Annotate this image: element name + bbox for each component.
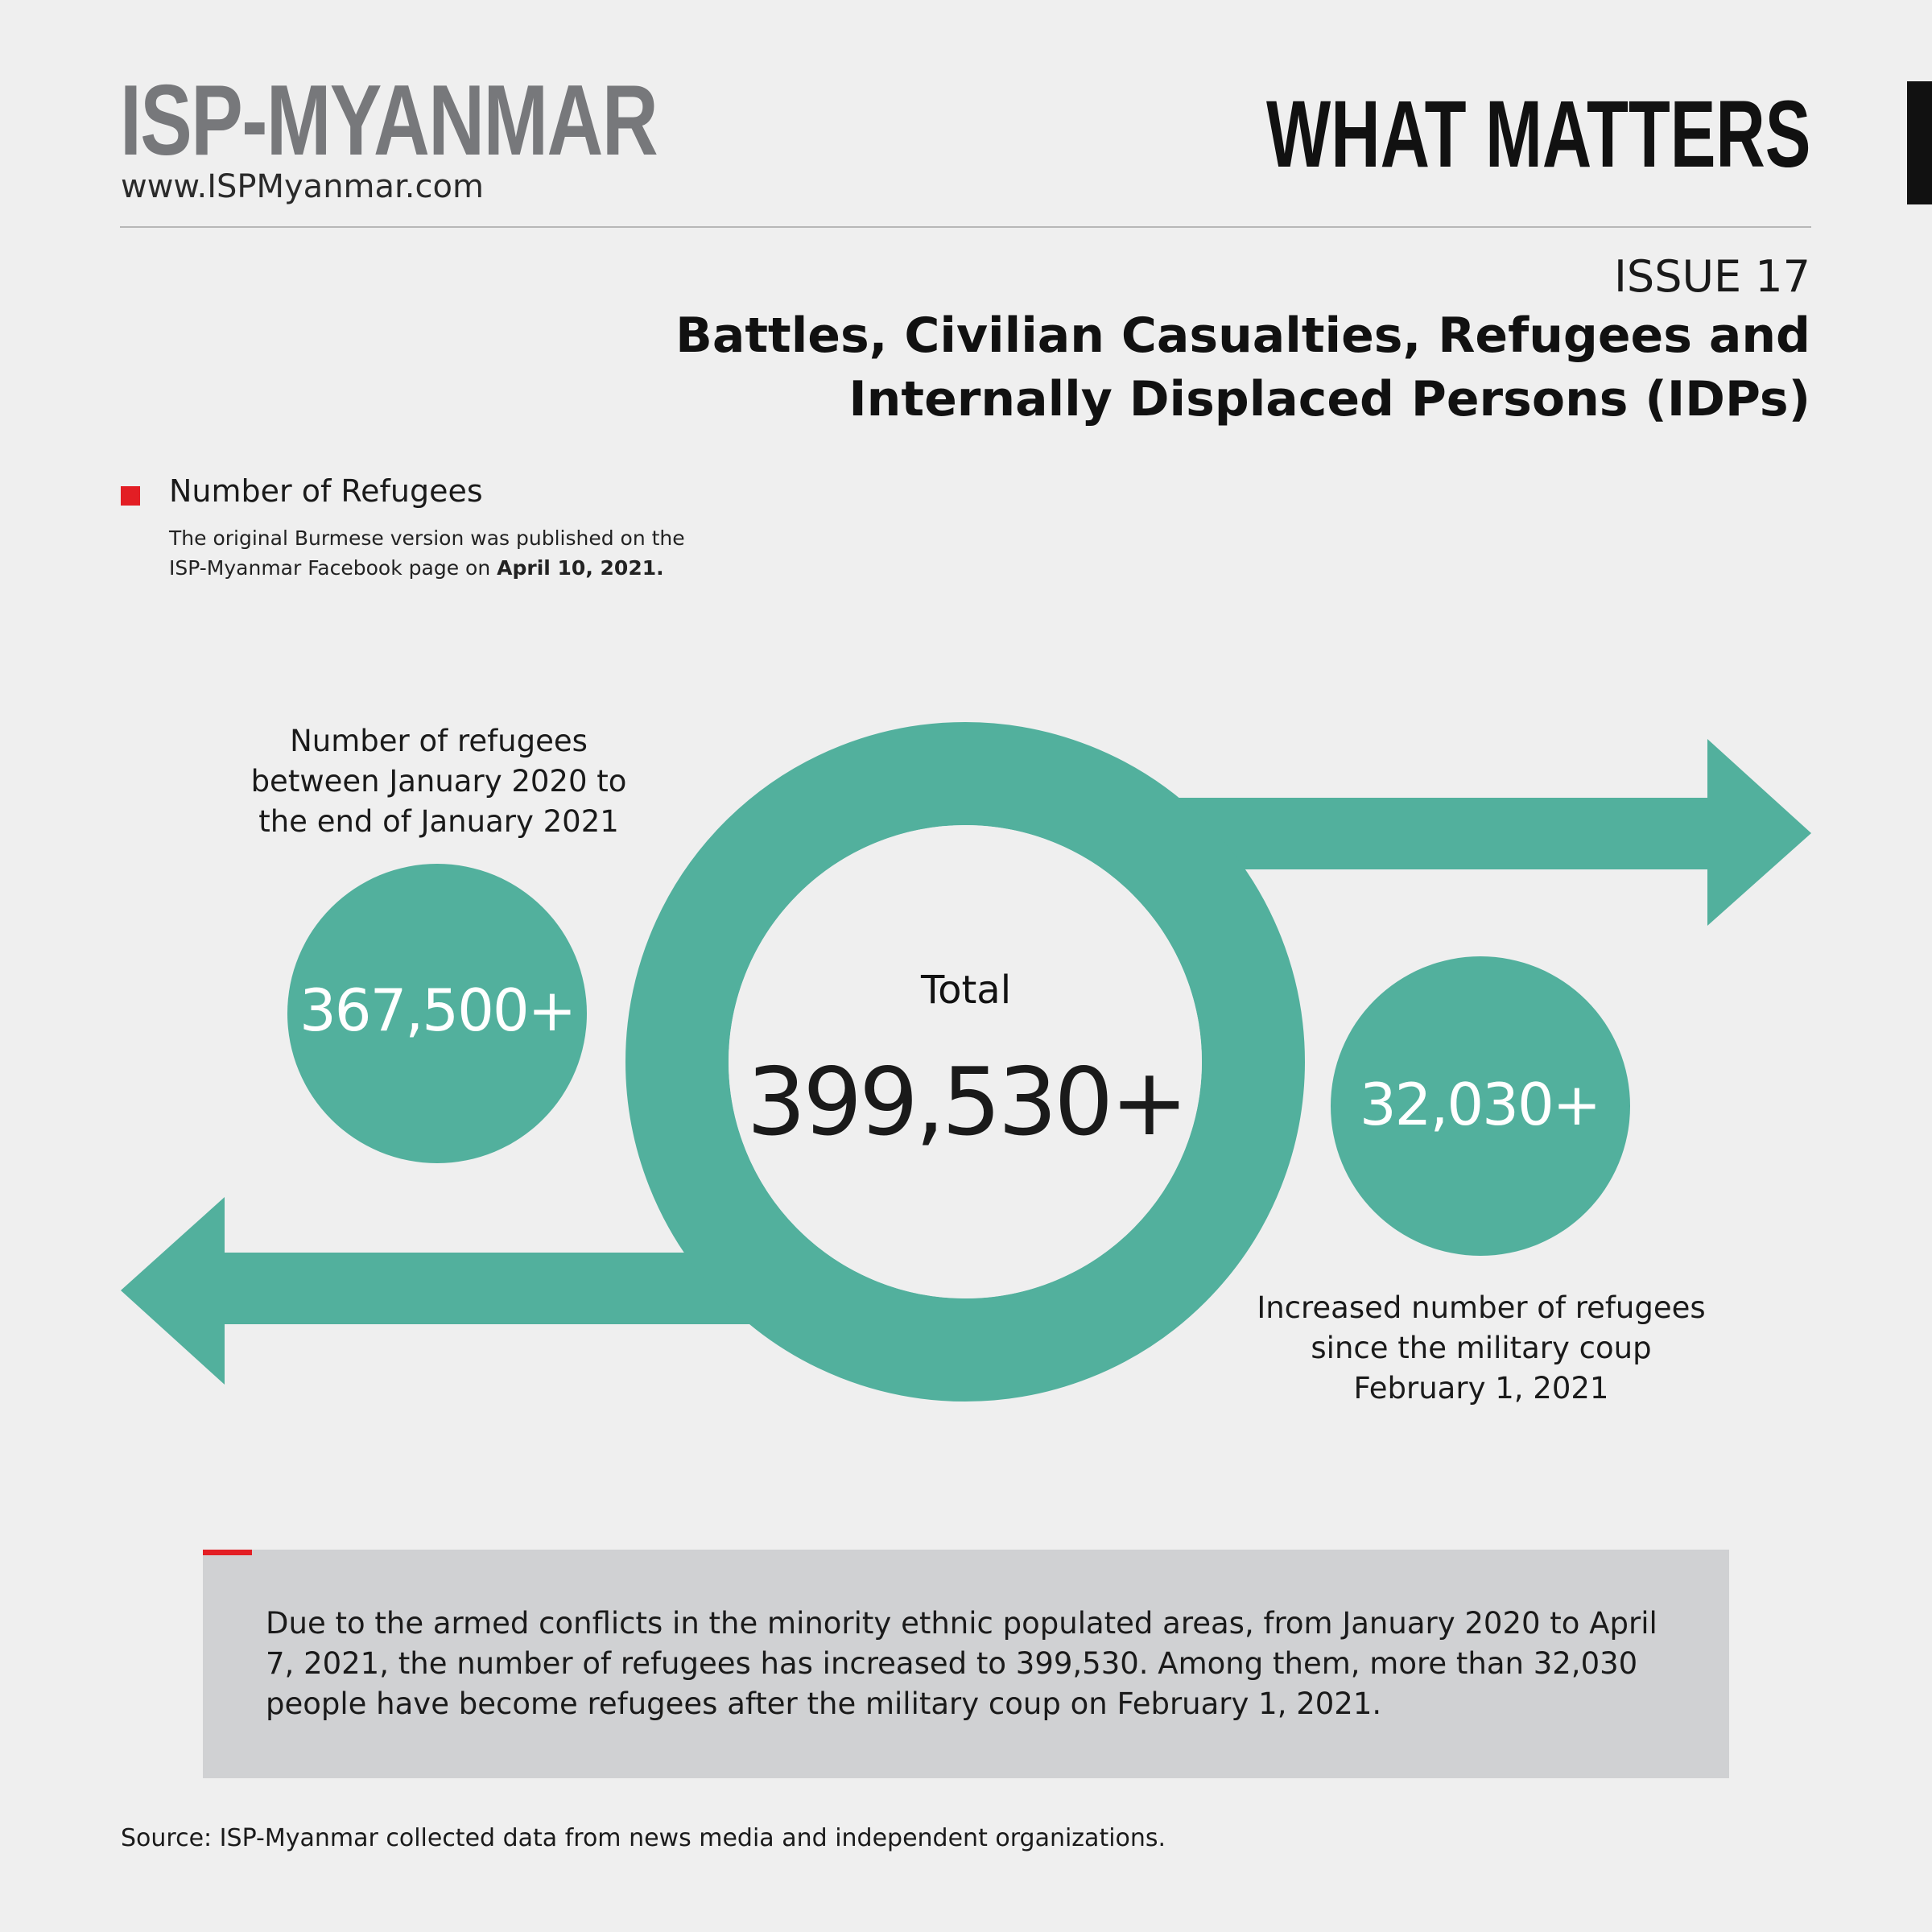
- right-arrow-head-icon: [1707, 739, 1811, 926]
- total-ring-inner: [729, 825, 1202, 1298]
- before-coup-value: 367,500+: [299, 976, 576, 1044]
- edge-bar-decoration: [1907, 81, 1932, 204]
- caption-line: since the military coup: [1311, 1331, 1652, 1365]
- total-value: 399,530+: [746, 1048, 1189, 1157]
- after-coup-value: 32,030+: [1359, 1071, 1601, 1138]
- caption-line: the end of January 2021: [258, 804, 619, 839]
- caption-line: between January 2020 to: [250, 764, 627, 799]
- section-heading: Number of Refugees: [169, 473, 483, 509]
- publication-date: April 10, 2021.: [497, 556, 664, 580]
- right-arrow-shaft: [1159, 798, 1711, 869]
- publication-note: The original Burmese version was publish…: [169, 523, 685, 583]
- summary-text: Due to the armed conflicts in the minori…: [266, 1604, 1657, 1724]
- left-arrow-head-icon: [121, 1197, 225, 1385]
- summary-line: 7, 2021, the number of refugees has incr…: [266, 1646, 1638, 1681]
- before-coup-caption: Number of refugees between January 2020 …: [197, 721, 680, 842]
- summary-line: people have become refugees after the mi…: [266, 1686, 1382, 1721]
- before-coup-circle: [287, 864, 587, 1163]
- page-title-line: Battles, Civilian Casualties, Refugees a…: [675, 308, 1810, 364]
- page-title: Battles, Civilian Casualties, Refugees a…: [675, 304, 1810, 431]
- source-note: Source: ISP-Myanmar collected data from …: [121, 1824, 1166, 1852]
- header-divider: [120, 226, 1811, 228]
- caption-line: Increased number of refugees: [1257, 1290, 1706, 1325]
- website-url: www.ISPMyanmar.com: [121, 168, 484, 205]
- caption-line: February 1, 2021: [1353, 1371, 1609, 1406]
- publication-note-line: ISP-Myanmar Facebook page on April 10, 2…: [169, 553, 685, 583]
- caption-line: Number of refugees: [290, 724, 588, 758]
- summary-box: [203, 1550, 1729, 1778]
- publication-note-line: The original Burmese version was publish…: [169, 526, 685, 550]
- page-title-line: Internally Displaced Persons (IDPs): [848, 371, 1810, 427]
- series-title: WHAT MATTERS: [1265, 81, 1810, 188]
- after-coup-circle: [1331, 956, 1630, 1256]
- summary-line: Due to the armed conflicts in the minori…: [266, 1606, 1657, 1641]
- left-arrow-shaft: [221, 1253, 785, 1324]
- section-marker-icon: [121, 486, 140, 506]
- publication-note-text: ISP-Myanmar Facebook page on: [169, 556, 491, 580]
- summary-accent-bar: [203, 1550, 252, 1555]
- total-label: Total: [920, 968, 1012, 1013]
- brand-logo: ISP-MYANMAR: [120, 65, 658, 176]
- issue-number: ISSUE 17: [1613, 251, 1810, 302]
- total-ring: [625, 722, 1305, 1402]
- after-coup-caption: Increased number of refugees since the m…: [1240, 1288, 1723, 1409]
